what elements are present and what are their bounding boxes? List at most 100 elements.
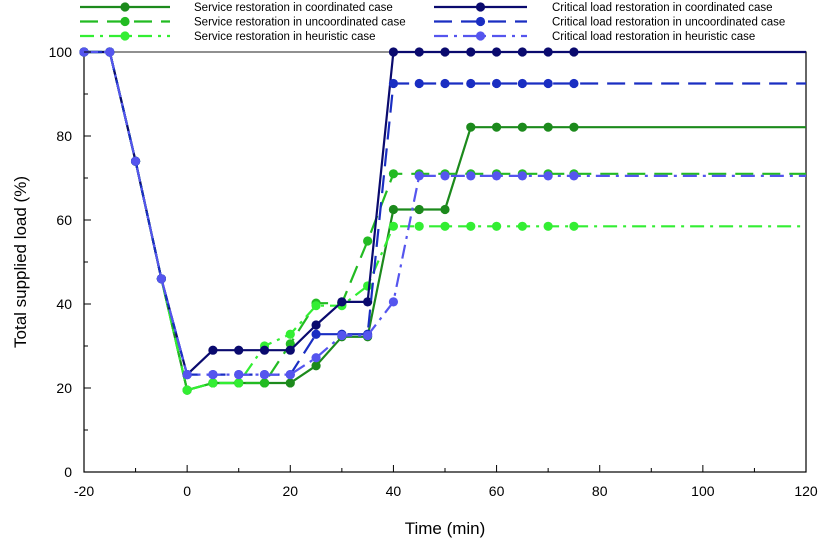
data-point <box>543 47 553 57</box>
data-point <box>259 345 270 355</box>
data-point <box>543 78 553 89</box>
series-1 <box>79 47 806 395</box>
legend-swatch-marker <box>120 31 130 41</box>
x-tick-label: 120 <box>794 483 818 499</box>
data-point <box>208 369 218 380</box>
legend-label: Service restoration in coordinated case <box>194 2 393 14</box>
legend-swatch-marker <box>475 31 486 41</box>
legend-item-4: Critical load restoration in coordinated… <box>434 2 773 14</box>
series-layer <box>79 47 806 395</box>
data-point <box>491 221 502 231</box>
y-tick-label: 40 <box>56 296 72 312</box>
legend-swatch-marker <box>120 2 130 12</box>
data-point <box>182 385 192 395</box>
data-point <box>285 339 295 349</box>
data-point <box>491 78 502 89</box>
data-point <box>311 353 321 363</box>
data-point <box>285 345 295 355</box>
data-point <box>234 378 244 388</box>
data-point <box>569 171 579 181</box>
legend-item-5: Critical load restoration in uncoordinat… <box>434 17 785 29</box>
data-point <box>388 47 399 57</box>
y-tick-label: 20 <box>56 380 72 396</box>
data-point <box>440 47 450 57</box>
y-axis-title: Total supplied load (%) <box>11 176 30 348</box>
data-point <box>130 156 141 166</box>
data-point <box>569 221 579 231</box>
y-tick-label: 60 <box>56 212 72 228</box>
data-point <box>569 122 579 132</box>
legend-swatch-marker <box>475 2 486 12</box>
data-point <box>543 122 553 132</box>
legend: Service restoration in coordinated case S… <box>80 2 785 43</box>
data-point <box>466 221 476 231</box>
data-point <box>517 47 527 57</box>
y-axis: 0 20 40 60 80 100 <box>49 44 91 480</box>
data-point <box>388 297 399 307</box>
x-tick-label: 60 <box>489 483 505 499</box>
data-point <box>414 47 424 57</box>
legend-item-3: Service restoration in heuristic case <box>80 31 376 43</box>
series-3 <box>79 47 806 395</box>
data-point <box>517 78 527 89</box>
data-point <box>337 297 347 307</box>
plot-frame <box>83 51 807 473</box>
data-point <box>208 378 218 388</box>
y-tick-label: 100 <box>49 44 73 60</box>
data-point <box>517 122 527 132</box>
data-point <box>285 329 295 339</box>
series-line <box>84 50 806 392</box>
data-point <box>543 171 553 181</box>
x-tick-label: 100 <box>691 483 715 499</box>
data-point <box>466 171 476 181</box>
data-point <box>311 361 321 371</box>
legend-item-6: Critical load restoration in heuristic c… <box>434 31 755 43</box>
data-point <box>440 221 450 231</box>
plot-area <box>79 47 807 473</box>
x-tick-label: 80 <box>592 483 608 499</box>
series-line <box>84 50 806 392</box>
data-point <box>440 204 450 215</box>
series-6 <box>79 47 806 380</box>
data-point <box>414 78 424 89</box>
legend-label: Service restoration in uncoordinated cas… <box>194 17 406 29</box>
legend-label: Critical load restoration in heuristic c… <box>552 31 755 43</box>
data-point <box>311 301 321 311</box>
data-point <box>363 236 373 246</box>
legend-label: Critical load restoration in uncoordinat… <box>552 17 785 29</box>
data-point <box>491 47 502 57</box>
series-2 <box>79 47 806 395</box>
data-point <box>466 78 476 89</box>
data-point <box>259 378 270 388</box>
x-tick-label: 20 <box>282 483 298 499</box>
data-point <box>414 171 424 181</box>
data-point <box>234 369 244 380</box>
data-point <box>440 78 450 89</box>
legend-item-2: Service restoration in uncoordinated cas… <box>80 17 406 29</box>
data-point <box>440 171 450 181</box>
x-tick-label: 40 <box>386 483 402 499</box>
legend-item-1: Service restoration in coordinated case <box>80 2 393 14</box>
y-tick-label: 80 <box>56 128 72 144</box>
y-tick-label: 0 <box>64 464 72 480</box>
data-point <box>466 47 476 57</box>
data-point <box>414 204 424 215</box>
data-point <box>543 221 553 231</box>
x-axis-title: Time (min) <box>405 519 486 538</box>
legend-swatch-marker <box>120 16 130 27</box>
data-point <box>466 122 476 132</box>
data-point <box>388 78 399 89</box>
data-point <box>259 369 270 380</box>
data-point <box>569 47 579 57</box>
data-point <box>208 345 218 355</box>
data-point <box>388 169 399 179</box>
data-point <box>182 369 192 380</box>
data-point <box>388 204 399 215</box>
data-point <box>491 171 502 181</box>
data-point <box>388 221 399 231</box>
series-line <box>84 50 806 376</box>
data-point <box>105 47 115 57</box>
data-point <box>517 221 527 231</box>
